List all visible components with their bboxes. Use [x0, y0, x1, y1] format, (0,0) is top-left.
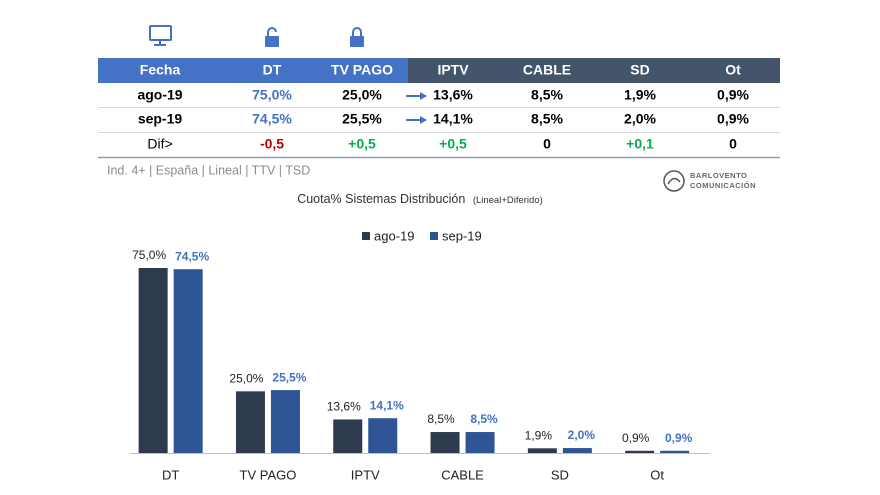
data-label: 8,5%	[470, 412, 498, 426]
data-label: 25,5%	[272, 370, 306, 384]
bar	[173, 269, 203, 453]
legend-label: sep-19	[442, 228, 482, 243]
title: Cuota% Sistemas Distribución	[297, 192, 465, 206]
x-tick-label: SD	[551, 467, 569, 482]
bar	[333, 419, 363, 453]
logo-text: COMUNICACIÓN	[690, 181, 756, 190]
data-label: 25,0%	[229, 372, 263, 386]
header-cell: DT	[263, 62, 282, 78]
x-tick-label: DT	[162, 467, 179, 482]
subtitle: (Lineal+Diferido)	[473, 195, 543, 206]
header-bg	[408, 58, 780, 83]
cell: 14,1%	[433, 111, 473, 127]
cell: +0,5	[439, 136, 467, 152]
cell: 1,9%	[624, 87, 656, 103]
cell: 25,5%	[342, 111, 382, 127]
tv-icon	[149, 25, 172, 46]
cell: 0	[729, 136, 737, 152]
legend-swatch	[430, 232, 438, 240]
data-label: 0,9%	[622, 431, 650, 445]
bar	[660, 450, 690, 453]
cell: 0	[543, 136, 551, 152]
data-label: 14,1%	[370, 398, 404, 412]
cell: +0,5	[348, 136, 376, 152]
cell: -0,5	[260, 136, 284, 152]
data-label: 13,6%	[327, 400, 361, 414]
legend-label: ago-19	[374, 228, 414, 243]
cell: 2,0%	[624, 111, 656, 127]
header-cell: CABLE	[523, 62, 571, 78]
bar	[270, 390, 300, 453]
header-cell: Fecha	[140, 62, 181, 78]
x-tick-label: IPTV	[351, 467, 380, 482]
lock-icon	[350, 27, 364, 47]
cell: 8,5%	[531, 87, 563, 103]
data-label: 74,5%	[175, 249, 209, 263]
bar	[138, 268, 168, 453]
footnote: Ind. 4+ | España | Lineal | TTV | TSD	[107, 163, 310, 177]
data-label: 0,9%	[665, 431, 693, 445]
logo-text: BARLOVENTO	[690, 171, 747, 180]
x-tick-label: TV PAGO	[240, 467, 297, 482]
data-label: 8,5%	[427, 412, 455, 426]
header-cell: SD	[630, 62, 649, 78]
cell: 8,5%	[531, 111, 563, 127]
logo: BARLOVENTO COMUNICACIÓN	[663, 170, 756, 192]
header-bg	[98, 58, 408, 83]
chart-title: Cuota% Sistemas Distribución (Lineal+Dif…	[297, 192, 543, 206]
cell: 74,5%	[252, 111, 292, 127]
header-cell: TV PAGO	[331, 62, 393, 78]
cell: 13,6%	[433, 87, 473, 103]
cell: 0,9%	[717, 87, 749, 103]
data-label: 1,9%	[525, 428, 553, 442]
row-label: ago-19	[137, 87, 182, 103]
legend-swatch	[362, 232, 370, 240]
cell: 75,0%	[252, 87, 292, 103]
cell: +0,1	[626, 136, 654, 152]
x-tick-label: CABLE	[441, 467, 484, 482]
bar	[625, 450, 655, 453]
x-tick-label: Ot	[650, 467, 664, 482]
bar	[527, 448, 557, 453]
bar	[368, 418, 398, 453]
cell: 0,9%	[717, 111, 749, 127]
bar	[562, 448, 592, 453]
data-label: 2,0%	[568, 428, 596, 442]
row-label: sep-19	[138, 111, 183, 127]
arrow	[406, 92, 427, 124]
cell: 25,0%	[342, 87, 382, 103]
data-label: 75,0%	[132, 248, 166, 262]
bar	[465, 432, 495, 453]
header-cell: Ot	[725, 62, 741, 78]
row-label: Dif>	[147, 136, 172, 152]
bar	[430, 432, 460, 453]
bar	[235, 391, 265, 453]
lock-icon	[265, 27, 279, 47]
header-cell: IPTV	[437, 62, 469, 78]
